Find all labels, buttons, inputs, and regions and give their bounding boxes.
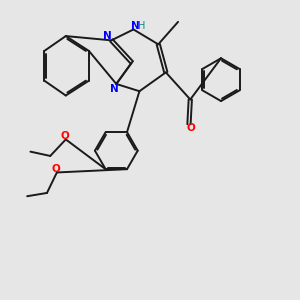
Text: H: H	[138, 21, 146, 31]
Text: N: N	[110, 84, 118, 94]
Text: O: O	[52, 164, 61, 174]
Text: N: N	[131, 22, 140, 32]
Text: O: O	[187, 123, 195, 134]
Text: N: N	[103, 32, 112, 41]
Text: O: O	[61, 131, 70, 141]
